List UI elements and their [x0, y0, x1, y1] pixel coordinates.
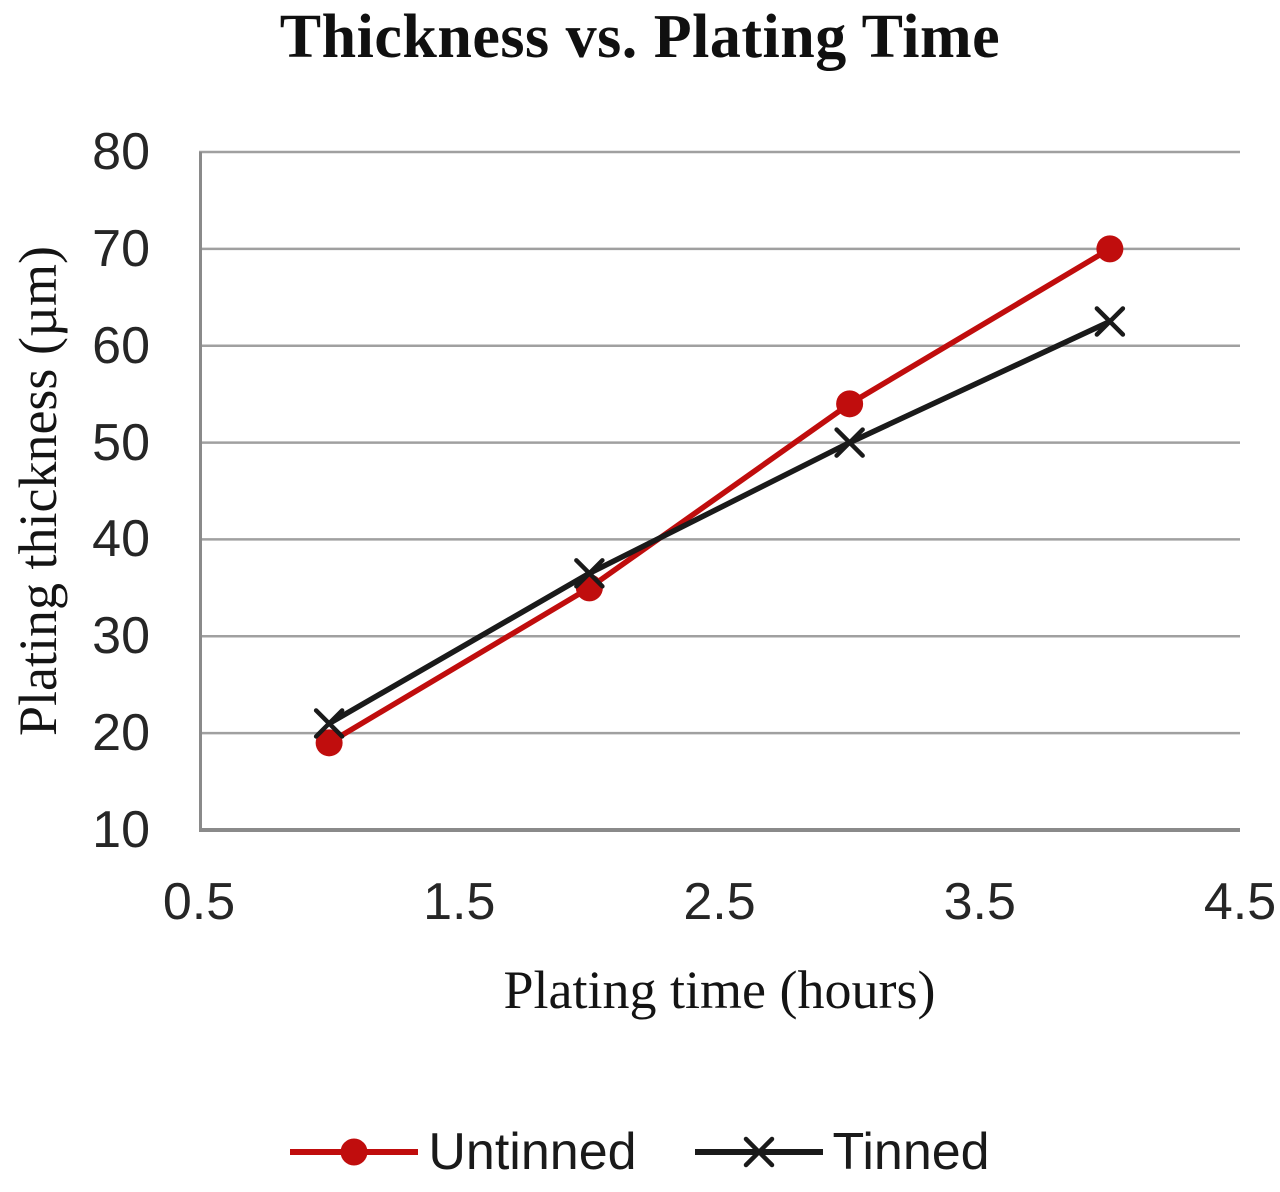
- y-tick-label: 50: [92, 413, 150, 472]
- x-tick-label: 0.5: [162, 873, 236, 931]
- data-point-x: [743, 1136, 774, 1168]
- data-point-circle: [315, 729, 343, 757]
- data-point-circle: [340, 1138, 368, 1166]
- chart-title: Thickness vs. Plating Time: [279, 3, 1001, 71]
- plot-area: [199, 150, 1240, 832]
- x-tick-label: 4.5: [1203, 873, 1277, 931]
- legend-item-untinned: Untinned: [290, 1123, 637, 1181]
- data-point-circle: [1096, 235, 1124, 263]
- data-point-x: [834, 427, 865, 458]
- y-tick-label: 20: [92, 704, 150, 763]
- y-tick-label: 60: [92, 316, 150, 375]
- legend-label-untinned: Untinned: [428, 1123, 637, 1181]
- data-point-circle: [836, 390, 864, 418]
- series-tinned: [313, 306, 1126, 739]
- tinned-series-marker-icon: [694, 1136, 823, 1168]
- untinned-series-marker-icon: [290, 1138, 419, 1166]
- x-axis-title: Plating time (hours): [503, 960, 936, 1020]
- y-tick-label: 40: [92, 510, 150, 569]
- series-untinned: [315, 235, 1124, 757]
- legend: Untinned Tinned: [0, 1124, 1280, 1180]
- legend-label-tinned: Tinned: [832, 1123, 990, 1181]
- data-point-x: [574, 558, 605, 589]
- y-tick-label: 30: [92, 607, 150, 666]
- plot-canvas: [199, 150, 1240, 832]
- series-line: [326, 246, 1113, 746]
- y-tick-label: 80: [92, 123, 150, 181]
- x-tick-label: 1.5: [423, 873, 496, 931]
- data-point-x: [1094, 306, 1126, 337]
- legend-item-tinned: Tinned: [694, 1123, 990, 1181]
- x-tick-label: 2.5: [683, 873, 756, 931]
- series-line: [326, 318, 1113, 727]
- x-tick-label: 3.5: [943, 873, 1016, 931]
- y-tick-label: 10: [92, 801, 150, 859]
- data-point-x: [313, 708, 345, 739]
- y-tick-label: 70: [92, 219, 150, 278]
